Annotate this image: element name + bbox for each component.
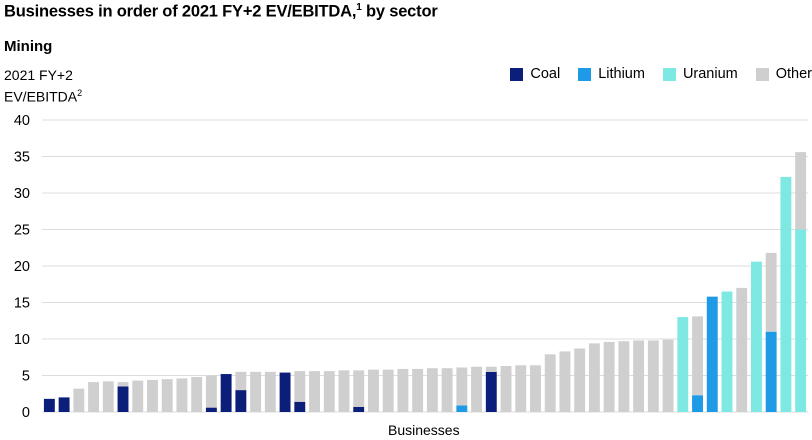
bar-segment-other: [382, 369, 394, 412]
bar-segment-uranium: [750, 261, 762, 412]
y-tick-label: 10: [14, 332, 30, 348]
y-tick-label: 30: [14, 186, 30, 202]
bar-segment-other: [618, 341, 630, 412]
bar-segment-other: [102, 381, 114, 412]
bar-segment-other: [117, 382, 129, 387]
bar-segment-other: [353, 370, 365, 407]
bar-segment-other: [588, 343, 600, 412]
legend-item-lithium: Lithium: [578, 66, 645, 82]
bar-segment-other: [647, 340, 659, 412]
bar-segment-other: [147, 379, 158, 412]
bar-segment-other: [338, 370, 350, 412]
y-tick-label: 0: [22, 405, 30, 421]
legend-label-coal: Coal: [530, 66, 561, 82]
bar-segment-coal: [220, 374, 232, 412]
bar-segment-other: [309, 371, 320, 412]
bar-segment-coal: [58, 397, 70, 412]
bar-segment-other: [294, 371, 306, 402]
bar-segment-coal: [235, 390, 247, 412]
bar-segment-other: [500, 366, 512, 412]
bar-segment-lithium: [706, 296, 718, 412]
bar-segment-other: [485, 366, 497, 372]
bar-segment-other: [662, 339, 674, 412]
bar-segment-uranium: [795, 229, 807, 412]
bar-segment-lithium: [765, 331, 777, 412]
bar-segment-other: [264, 371, 276, 412]
bar-segment-coal: [205, 407, 217, 412]
bar-segment-coal: [279, 372, 291, 412]
bar-segment-other: [161, 379, 173, 412]
bar-segment-uranium: [677, 317, 689, 412]
x-axis-label: Businesses: [388, 422, 460, 438]
bar-segment-other: [191, 376, 203, 412]
y-axis-label: 2021 FY+2 EV/EBITDA2: [4, 67, 83, 105]
bar-segment-other: [176, 378, 188, 412]
y-tick-label: 35: [14, 150, 30, 166]
bar-segment-coal: [294, 401, 306, 412]
bar-segment-other: [205, 375, 217, 408]
legend-item-coal: Coal: [510, 66, 560, 82]
y-tick-label: 5: [22, 369, 30, 385]
chart-legend: Coal Lithium Uranium Other: [492, 66, 812, 82]
bar-segment-other: [633, 340, 645, 412]
bar-segment-other: [765, 252, 777, 332]
bar-segment-other: [603, 341, 615, 412]
bar-segment-other: [456, 367, 468, 406]
legend-label-other: Other: [775, 66, 812, 82]
bar-segment-coal: [117, 386, 129, 412]
bar-segment-other: [471, 366, 483, 412]
bar-segment-other: [544, 354, 556, 412]
bar-segment-other: [235, 371, 247, 391]
legend-item-other: Other: [755, 66, 812, 82]
y-tick-label: 15: [14, 296, 30, 312]
bar-segment-lithium: [692, 395, 703, 412]
legend-label-lithium: Lithium: [598, 66, 645, 82]
legend-swatch-lithium: [578, 67, 592, 81]
legend-swatch-coal: [510, 67, 524, 81]
y-tick-label: 25: [14, 223, 30, 239]
bar-segment-lithium: [456, 405, 468, 412]
bar-segment-other: [397, 368, 409, 412]
bar-segment-other: [574, 348, 586, 412]
bar-segment-other: [426, 368, 438, 412]
bar-segment-coal: [353, 406, 365, 412]
bar-segment-other: [250, 371, 262, 412]
legend-swatch-uranium: [662, 67, 676, 81]
y-tick-label: 20: [14, 259, 30, 275]
legend-label-uranium: Uranium: [682, 66, 738, 82]
bar-segment-coal: [485, 371, 497, 412]
chart-subtitle: Mining: [4, 38, 53, 55]
legend-item-uranium: Uranium: [662, 66, 738, 82]
bar-segment-other: [441, 368, 453, 412]
y-tick-label: 40: [14, 113, 30, 129]
bar-segment-other: [692, 316, 703, 396]
bar-segment-coal: [43, 398, 55, 412]
bar-segment-uranium: [780, 176, 792, 412]
bar-segment-other: [530, 365, 541, 412]
bar-segment-other: [367, 369, 379, 412]
bar-segment-other: [412, 368, 424, 412]
bar-segment-other: [132, 380, 144, 412]
bar-segment-uranium: [721, 291, 733, 412]
bar-segment-other: [795, 152, 807, 230]
legend-swatch-other: [755, 67, 769, 81]
bar-segment-other: [515, 365, 527, 412]
bar-segment-other: [88, 382, 100, 412]
bar-segment-other: [73, 388, 85, 412]
bar-segment-other: [559, 351, 571, 412]
bar-segment-other: [736, 287, 748, 412]
bar-segment-other: [323, 371, 335, 412]
chart-title: Businesses in order of 2021 FY+2 EV/EBIT…: [4, 2, 438, 21]
